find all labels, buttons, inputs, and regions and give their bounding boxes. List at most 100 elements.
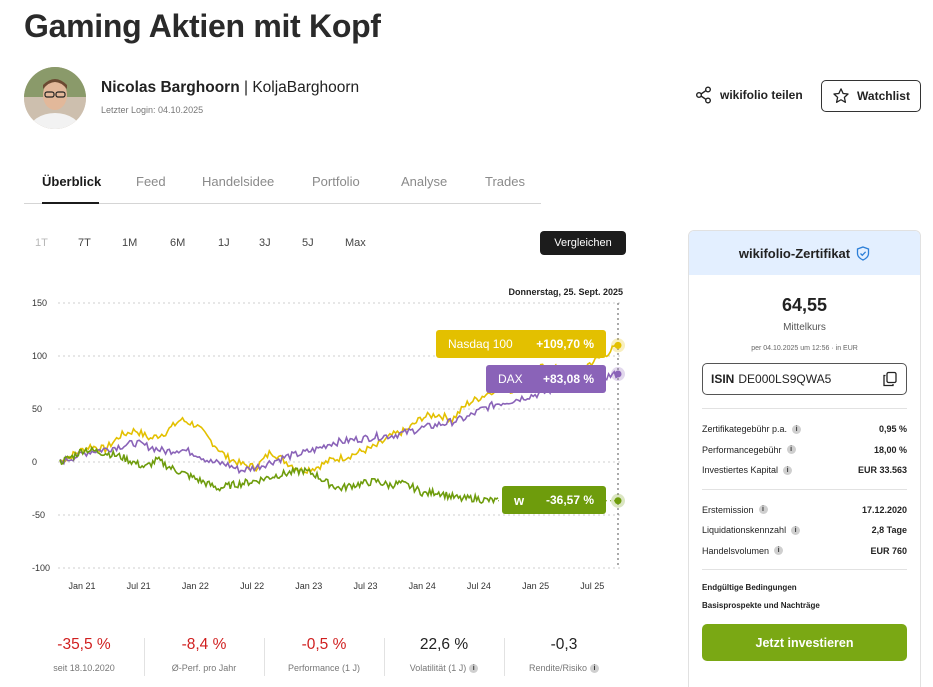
- compare-button[interactable]: Vergleichen: [540, 231, 626, 255]
- series-label-name: DAX: [498, 372, 523, 386]
- detail-row: Handelsvolumen i EUR 760: [689, 541, 920, 562]
- info-icon[interactable]: i: [791, 525, 801, 535]
- author-handle[interactable]: KoljaBarghoorn: [252, 79, 360, 96]
- series-line-nasdaq-100: [59, 342, 619, 475]
- range-5j[interactable]: 5J: [302, 237, 314, 249]
- range-3j[interactable]: 3J: [259, 237, 271, 249]
- series-line-wikifolio: [59, 445, 499, 505]
- stat-value: -8,4 %: [181, 636, 227, 653]
- stats-bar: -35,5 % seit 18.10.2020 -8,4 % Ø-Perf. p…: [24, 636, 624, 680]
- info-icon[interactable]: i: [783, 465, 793, 475]
- author-name-line: Nicolas Barghoorn | KoljaBarghoorn: [101, 79, 359, 97]
- certificate-timestamp: per 04.10.2025 um 12:56 · in EUR: [751, 345, 858, 352]
- stat-value: -0,3: [550, 636, 578, 653]
- y-tick-label: 0: [32, 457, 37, 467]
- detail-value: 2,8 Tage: [871, 525, 907, 536]
- isin-label: ISIN: [711, 372, 735, 386]
- link-final-terms[interactable]: Endgültige Bedingungen: [702, 582, 797, 592]
- author-separator: |: [243, 79, 249, 96]
- x-tick-label: Jul 24: [467, 581, 491, 591]
- avatar-portrait: [24, 67, 86, 129]
- watchlist-button[interactable]: Watchlist: [821, 80, 921, 112]
- x-tick-label: Jan 23: [295, 581, 322, 591]
- tab-portfolio[interactable]: Portfolio: [312, 174, 360, 189]
- range-6m[interactable]: 6M: [170, 237, 186, 249]
- stat-divider: [384, 638, 385, 676]
- range-1j[interactable]: 1J: [218, 237, 230, 249]
- isin-field: ISIN DE000LS9QWA5: [702, 363, 907, 395]
- endpoint-dot: [614, 370, 622, 378]
- endpoint-dot: [614, 497, 622, 505]
- stat-label: Performance (1 J): [287, 663, 361, 673]
- x-tick-label: Jan 25: [522, 581, 549, 591]
- detail-label: Liquidationskennzahl: [702, 525, 787, 536]
- detail-value: 17.12.2020: [861, 504, 907, 515]
- y-tick-label: 50: [32, 404, 42, 414]
- y-tick-label: 150: [32, 298, 47, 308]
- info-icon[interactable]: i: [774, 546, 784, 556]
- stat-label: Volatilität (1 J): [409, 663, 467, 673]
- tab-handelsidee[interactable]: Handelsidee: [202, 174, 275, 189]
- x-tick-label: Jul 23: [353, 581, 377, 591]
- copy-icon[interactable]: [882, 371, 898, 387]
- stat-label: Rendite/Risiko: [528, 663, 588, 673]
- stat-volatility: 22,6 % Volatilität (1 J) i: [384, 636, 504, 680]
- share-button[interactable]: wikifolio teilen: [695, 86, 803, 104]
- y-tick-label: -50: [32, 510, 45, 520]
- range-max[interactable]: Max: [345, 237, 366, 249]
- fee-label: Investiertes Kapital: [702, 465, 779, 476]
- fee-value: 0,95 %: [878, 424, 907, 435]
- series-label-name: Nasdaq 100: [448, 337, 513, 351]
- series-label-box: [502, 486, 606, 514]
- page-title: Gaming Aktien mit Kopf: [24, 8, 381, 44]
- stat-divider: [144, 638, 145, 676]
- performance-chart[interactable]: 150 100 50 0 -50 -100 Jan 21 Jul 21 Jan 22 Jul 22…: [0, 280, 640, 600]
- series-label-box: [486, 365, 606, 393]
- star-icon: [833, 88, 849, 103]
- isin-value[interactable]: DE000LS9QWA5: [738, 372, 832, 386]
- info-icon[interactable]: i: [758, 505, 768, 515]
- info-icon[interactable]: i: [590, 663, 600, 673]
- link-base-prospectus[interactable]: Basisprospekte und Nachträge: [702, 600, 820, 610]
- shield-check-icon: [856, 245, 870, 261]
- series-label-value: -36,57 %: [546, 493, 594, 507]
- range-7t[interactable]: 7T: [78, 237, 91, 249]
- info-icon[interactable]: i: [786, 445, 796, 455]
- fee-label: Zertifikategebühr p.a.: [702, 424, 788, 435]
- author-name[interactable]: Nicolas Barghoorn: [101, 79, 240, 96]
- y-tick-label: -100: [32, 563, 50, 573]
- certificate-header: wikifolio-Zertifikat: [689, 231, 920, 275]
- divider: [702, 569, 907, 570]
- info-icon[interactable]: i: [469, 663, 479, 673]
- fee-row: Performancegebühr i 18,00 %: [689, 440, 920, 461]
- y-tick-label: 100: [32, 351, 47, 361]
- certificate-panel: wikifolio-Zertifikat 64,55 Mittelkurs pe…: [688, 230, 921, 687]
- series-label-value: +83,08 %: [543, 372, 594, 386]
- info-icon[interactable]: i: [792, 424, 802, 434]
- stat-perf-per-year: -8,4 % Ø-Perf. pro Jahr: [144, 636, 264, 680]
- series-label-box: [436, 330, 606, 358]
- range-1t[interactable]: 1T: [35, 237, 48, 249]
- stat-label: Ø-Perf. pro Jahr: [171, 663, 237, 673]
- x-tick-label: Jul 22: [240, 581, 264, 591]
- fee-value: EUR 33.563: [857, 465, 907, 476]
- tab-feed[interactable]: Feed: [136, 174, 166, 189]
- invest-button[interactable]: Jetzt investieren: [702, 624, 907, 661]
- divider: [702, 408, 907, 409]
- certificate-price: 64,55: [781, 295, 828, 315]
- series-line-dax: [59, 370, 619, 475]
- stat-value: -0,5 %: [301, 636, 347, 653]
- detail-row: Erstemission i 17.12.2020: [689, 500, 920, 521]
- tab-analyse[interactable]: Analyse: [401, 174, 448, 189]
- active-tab-indicator: [42, 202, 99, 204]
- fee-row: Zertifikategebühr p.a. i 0,95 %: [689, 419, 920, 440]
- range-1m[interactable]: 1M: [122, 237, 138, 249]
- avatar[interactable]: [24, 67, 86, 129]
- tab-trades[interactable]: Trades: [485, 174, 525, 189]
- tab-ueberblick[interactable]: Überblick: [42, 174, 102, 189]
- x-tick-label: Jul 21: [127, 581, 151, 591]
- certificate-title: wikifolio-Zertifikat: [738, 245, 851, 261]
- detail-label: Handelsvolumen: [702, 545, 770, 556]
- detail-label: Erstemission: [702, 504, 754, 515]
- stat-value: -35,5 %: [57, 636, 111, 653]
